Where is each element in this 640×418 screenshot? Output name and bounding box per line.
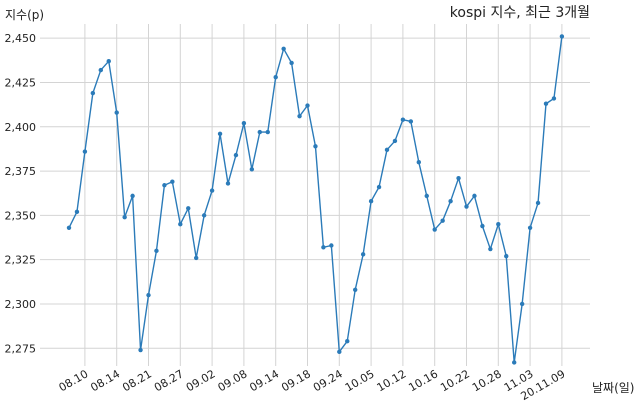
y-tick-label: 2,275 [5,342,37,355]
data-point [376,184,382,190]
data-point [345,338,350,344]
data-point [424,193,429,199]
data-point [488,246,493,252]
data-point [297,113,302,119]
x-tick-label: 09.18 [279,367,313,394]
data-point [74,209,80,215]
y-tick-label: 2,325 [5,254,37,267]
data-point [392,138,398,144]
data-point [321,245,326,250]
data-point [329,243,334,248]
x-tick-label: 09.02 [184,367,218,394]
data-point [551,96,557,101]
y-tick-label: 2,300 [5,298,37,311]
grid-lines [40,24,590,366]
data-point [265,129,270,135]
data-point [138,347,143,353]
x-tick-label: 08.21 [120,367,154,394]
data-point [456,175,461,181]
y-axis-ticks: 2,275 2,300 2,325 2,350 2,375 2,400 2,425 2,450 [5,32,37,355]
x-axis-label: 날짜(일) [592,381,634,395]
data-point [512,360,517,365]
series-layer [66,34,565,365]
data-point [209,188,215,193]
data-point [162,183,167,188]
data-point [170,179,175,184]
data-point [360,252,366,257]
data-point [464,204,469,209]
y-tick-label: 2,375 [5,165,37,178]
data-point [217,131,223,137]
data-point [400,117,406,122]
x-tick-label: 10.12 [375,367,409,394]
data-point [194,255,199,261]
chart-title: kospi 지수, 최근 3개월 [450,5,590,21]
data-point [408,119,414,124]
data-point [114,110,119,115]
x-tick-label: 09.08 [216,367,250,394]
data-point [480,223,485,229]
data-point [241,121,247,126]
data-point [305,103,310,108]
data-point [130,193,135,199]
data-point [353,287,358,293]
data-point [289,60,294,66]
data-point [82,149,88,154]
x-tick-label: 10.22 [438,367,472,394]
data-point [519,301,525,307]
data-point [66,225,72,230]
x-tick-label: 10.05 [343,367,377,394]
data-point [504,253,509,259]
y-tick-label: 2,450 [5,32,37,45]
data-point [527,225,533,230]
data-point [440,218,445,223]
data-point [122,214,127,220]
data-point [178,222,183,227]
data-point [233,152,239,158]
data-point [90,90,96,96]
data-point [98,67,104,73]
data-point [201,213,207,218]
x-tick-label: 09.24 [311,367,345,394]
data-point [559,34,565,39]
x-tick-label: 09.14 [247,367,281,394]
data-point [225,181,231,186]
data-point [186,206,191,211]
x-axis-ticks: 08.1008.1408.2108.2709.0209.0809.1409.18… [57,367,568,403]
data-point [416,160,421,165]
data-point [337,349,342,355]
x-tick-label: 10.28 [470,367,504,394]
data-point [106,59,111,64]
data-point [249,167,255,172]
data-point [154,248,159,254]
data-point [146,292,151,298]
data-point [448,199,453,204]
data-point [535,200,541,206]
x-tick-label: 10.16 [406,367,440,394]
series-line [68,36,563,364]
data-point [368,199,374,204]
x-tick-label: 08.27 [152,367,186,394]
y-tick-label: 2,350 [5,209,37,222]
data-point [281,46,286,52]
data-point [257,129,262,135]
data-point [543,101,549,106]
y-tick-label: 2,400 [5,121,37,134]
data-point [432,227,437,232]
data-point [496,222,501,227]
data-point [313,144,318,149]
y-tick-label: 2,425 [5,76,37,89]
data-point [384,147,390,153]
data-point [273,74,278,80]
y-axis-label: 지수(p) [5,8,44,22]
x-tick-label: 08.14 [88,367,122,394]
data-point [472,193,477,199]
x-tick-label: 08.10 [57,367,91,394]
